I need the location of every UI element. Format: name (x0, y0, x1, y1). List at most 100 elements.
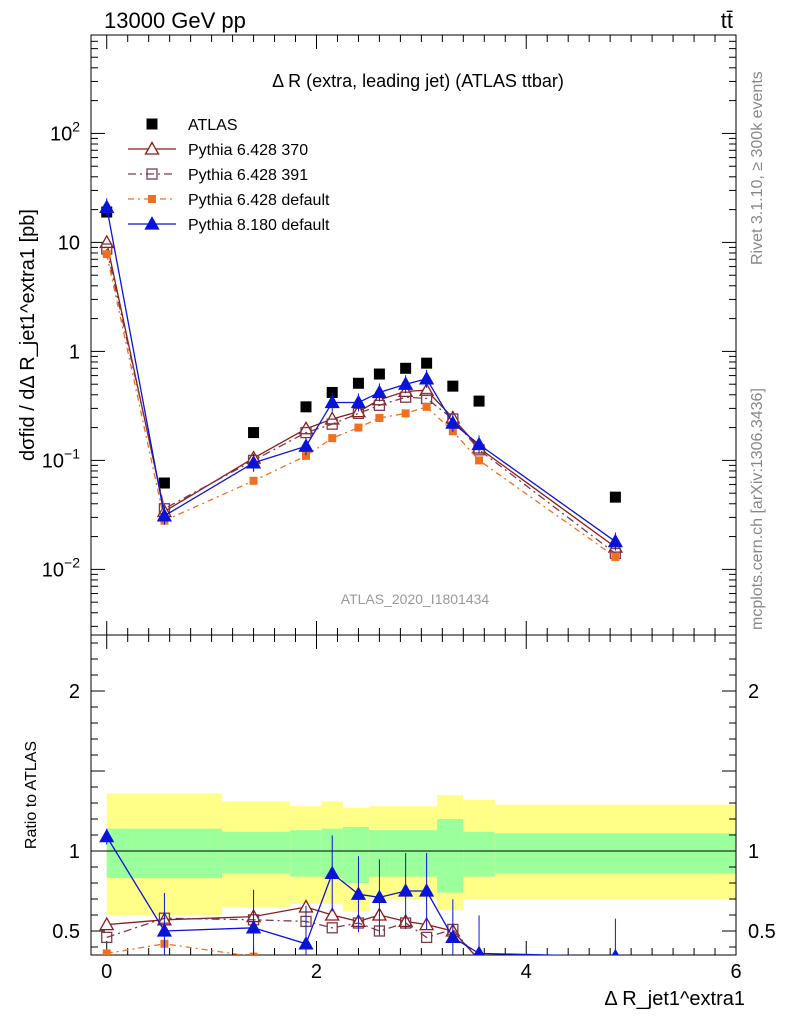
legend-label: ATLAS (188, 117, 238, 134)
ratio-data-point (99, 828, 115, 843)
main-data-point (371, 384, 388, 399)
ratio-data-point (473, 945, 485, 955)
ratio-data-point (449, 959, 457, 967)
main-data-point (447, 380, 459, 392)
ratio-data-point (420, 931, 433, 944)
ratio-data-point (328, 959, 336, 967)
ratio-band-inner (368, 830, 390, 877)
legend-item: Pythia 6.428 default (128, 192, 330, 209)
main-data-point (248, 427, 260, 439)
ratio-data-point (398, 883, 414, 897)
ratio-ytick-label: 1 (69, 841, 80, 863)
ratio-data-point (611, 948, 619, 955)
main-data-point (300, 401, 312, 413)
ratio-data-point (423, 959, 431, 967)
ratio-plot-frame (90, 634, 737, 956)
ratio-data-point (402, 959, 410, 967)
ratio-data-point (324, 907, 340, 921)
ratio-band-inner (290, 830, 322, 877)
ratio-ytick-label-right: 1 (748, 841, 759, 863)
main-data-point (421, 357, 433, 369)
main-ytick-label: 1 (69, 341, 80, 363)
legend-label: Pythia 6.428 370 (188, 142, 308, 159)
main-data-point (249, 476, 258, 485)
main-series-line (106, 242, 616, 548)
main-series-line (106, 248, 616, 554)
main-series-1 (99, 234, 624, 553)
legend-item: ATLAS (146, 117, 238, 134)
ratio-data-point (245, 919, 262, 934)
ratio-series-2 (102, 939, 619, 967)
mcplots-label: mcplots.cern.ch [arXiv:1306.3436] (749, 388, 766, 630)
legend-item: Pythia 6.428 391 (128, 167, 308, 184)
main-data-point (158, 477, 170, 489)
main-data-point (350, 394, 367, 409)
main-data-point (607, 533, 624, 548)
chart-title: Δ R (extra, leading jet) (ATLAS ttbar) (272, 71, 564, 91)
main-data-point (609, 491, 621, 503)
legend: ATLAS Pythia 6.428 370 Pythia 6.428 391 Pyt… (128, 117, 330, 234)
ratio-band-inner (222, 831, 291, 874)
ratio-data-point (350, 886, 367, 900)
legend-label: Pythia 6.428 default (188, 192, 330, 209)
main-series-0 (101, 206, 621, 503)
main-data-point (328, 434, 337, 443)
main-data-point (422, 402, 431, 411)
main-data-point (102, 250, 111, 259)
header-energy-label: 13000 GeV pp (104, 8, 246, 33)
main-ylabel: dσfid / dΔ R_jet1^extra1 [pb] (17, 209, 39, 461)
ratio-data-point (418, 883, 435, 897)
ratio-uncertainty-bands (91, 793, 736, 915)
main-data-point (375, 413, 384, 422)
ratio-band-inner (342, 827, 369, 883)
legend-label: Pythia 8.180 default (188, 217, 330, 234)
main-data-point (324, 394, 340, 409)
ratio-data-point (326, 922, 338, 934)
main-ytick-label: 102 (50, 118, 80, 145)
main-data-point (418, 371, 435, 385)
ratio-data-point (445, 929, 461, 944)
ratio-band-inner (437, 819, 464, 893)
ratio-data-point (610, 958, 620, 968)
ratio-series-group (99, 828, 620, 968)
legend-marker (148, 195, 156, 203)
main-data-point (302, 451, 310, 460)
ratio-ylabel: Ratio to ATLAS (23, 741, 40, 849)
rivet-label: Rivet 3.1.10, ≥ 300k events (749, 71, 766, 265)
main-ytick-label: 10 (58, 232, 80, 254)
ratio-band-inner (389, 830, 438, 877)
ratio-ytick-label-right: 0.5 (748, 921, 776, 943)
legend-marker (144, 141, 160, 155)
xtick-label: 6 (730, 961, 741, 983)
ratio-data-point (298, 935, 314, 950)
xtick-label: 4 (521, 961, 532, 983)
legend-marker (146, 168, 158, 180)
ratio-data-point (156, 923, 173, 937)
xtick-label: 0 (101, 961, 112, 983)
ratio-data-point (611, 959, 619, 967)
main-data-point (418, 382, 435, 396)
main-axis-ticks: 10−2 10−1 1 10 102 (42, 34, 737, 955)
legend-item: Pythia 8.180 default (128, 216, 330, 234)
main-data-point (398, 376, 414, 390)
main-data-point (245, 455, 262, 469)
main-data-point (471, 436, 487, 451)
main-data-point (611, 552, 620, 561)
ratio-xlabel: Δ R_jet1^extra1 (604, 988, 745, 1010)
main-data-point (298, 438, 314, 452)
ratio-data-point (99, 916, 115, 931)
main-data-point (99, 199, 115, 213)
legend-label: Pythia 6.428 391 (188, 167, 308, 184)
ratio-band-inner (494, 833, 736, 874)
ratio-band-inner (463, 831, 495, 877)
main-ytick-label: 10−2 (42, 554, 80, 581)
ratio-axis-ticks: 0.5 0.5 1 1 2 2 0 2 4 6 (52, 642, 776, 983)
main-data-point (473, 395, 485, 407)
main-data-point (445, 415, 461, 429)
main-data-point (400, 362, 412, 374)
main-series-line (106, 254, 616, 558)
ratio-data-point (324, 865, 340, 880)
header-process-label: tt̄ (721, 8, 733, 33)
main-ytick-label: 10−1 (42, 445, 80, 472)
ratio-data-point (302, 959, 310, 967)
